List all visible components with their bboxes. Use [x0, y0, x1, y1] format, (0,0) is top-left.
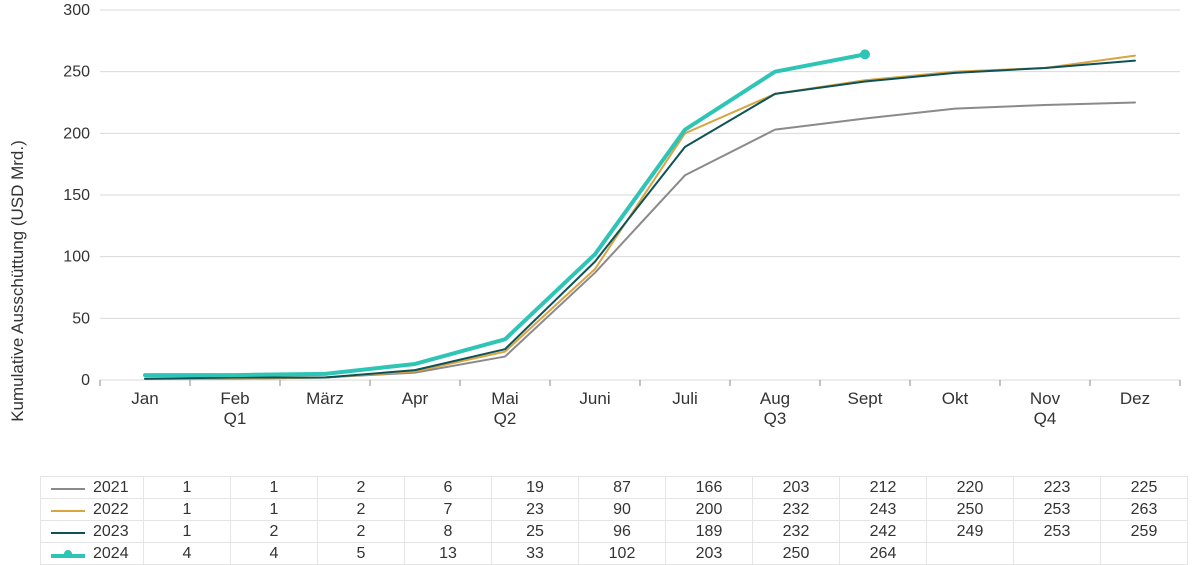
data-cell	[1101, 543, 1188, 565]
data-cell: 1	[231, 499, 318, 521]
data-cell: 4	[144, 543, 231, 565]
data-cell: 5	[318, 543, 405, 565]
data-cell: 232	[753, 521, 840, 543]
data-cell: 25	[492, 521, 579, 543]
data-cell: 203	[753, 477, 840, 499]
data-cell: 263	[1101, 499, 1188, 521]
data-cell: 33	[492, 543, 579, 565]
table-row: 20244451333102203250264	[41, 543, 1188, 565]
data-cell: 203	[666, 543, 753, 565]
data-cell: 102	[579, 543, 666, 565]
chart-container: Kumulative Ausschüttung (USD Mrd.) 05010…	[0, 0, 1200, 561]
x-tick-label: Sept	[848, 389, 883, 408]
data-cell: 166	[666, 477, 753, 499]
y-tick-label: 100	[63, 249, 90, 266]
legend-cell-2023: 2023	[41, 521, 144, 543]
data-cell: 87	[579, 477, 666, 499]
x-tick-sublabel: Q3	[764, 409, 787, 428]
data-cell: 2	[318, 499, 405, 521]
table-row: 202211272390200232243250253263	[41, 499, 1188, 521]
x-tick-label: Okt	[942, 389, 969, 408]
y-tick-label: 50	[72, 310, 90, 327]
x-tick-label: Nov	[1030, 389, 1061, 408]
data-cell: 242	[840, 521, 927, 543]
data-cell: 189	[666, 521, 753, 543]
data-cell: 23	[492, 499, 579, 521]
x-tick-label: Mai	[491, 389, 518, 408]
data-cell	[927, 543, 1014, 565]
data-cell: 264	[840, 543, 927, 565]
data-cell: 253	[1014, 521, 1101, 543]
data-cell: 6	[405, 477, 492, 499]
x-tick-sublabel: Q4	[1034, 409, 1057, 428]
data-cell: 7	[405, 499, 492, 521]
y-tick-label: 0	[81, 372, 90, 389]
line-chart: 0 50 100 150 200 250 300 Jan FebQ1 März Apr MaiQ2 Ju…	[40, 0, 1200, 430]
x-tick-label: Juni	[579, 389, 610, 408]
data-cell: 200	[666, 499, 753, 521]
legend-data-table: 2021112619871662032122202232252022112723…	[40, 476, 1188, 565]
table-row: 202111261987166203212220223225	[41, 477, 1188, 499]
x-tick-label: Juli	[672, 389, 698, 408]
data-cell	[1014, 543, 1101, 565]
data-cell: 13	[405, 543, 492, 565]
data-cell: 96	[579, 521, 666, 543]
data-cell: 1	[144, 499, 231, 521]
data-cell: 243	[840, 499, 927, 521]
data-cell: 220	[927, 477, 1014, 499]
x-tick-label: Aug	[760, 389, 790, 408]
x-tick-label: März	[306, 389, 344, 408]
series-end-marker-2024	[860, 49, 870, 59]
data-cell: 232	[753, 499, 840, 521]
data-cell: 2	[318, 477, 405, 499]
data-cell: 250	[927, 499, 1014, 521]
y-tick-label: 250	[63, 64, 90, 81]
legend-cell-2021: 2021	[41, 477, 144, 499]
x-tick-sublabel: Q1	[224, 409, 247, 428]
data-cell: 19	[492, 477, 579, 499]
legend-label: 2022	[93, 501, 129, 519]
series-line-2021	[145, 103, 1135, 379]
data-cell: 90	[579, 499, 666, 521]
x-tick-label: Apr	[402, 389, 429, 408]
table-row: 202312282596189232242249253259	[41, 521, 1188, 543]
y-tick-label: 300	[63, 2, 90, 19]
data-cell: 223	[1014, 477, 1101, 499]
x-tick-label: Feb	[220, 389, 249, 408]
y-tick-label: 200	[63, 125, 90, 142]
legend-label: 2023	[93, 523, 129, 541]
legend-label: 2021	[93, 479, 129, 497]
data-cell: 1	[144, 521, 231, 543]
data-cell: 253	[1014, 499, 1101, 521]
data-cell: 8	[405, 521, 492, 543]
legend-cell-2024: 2024	[41, 543, 144, 565]
x-tick-label: Dez	[1120, 389, 1150, 408]
data-cell: 1	[144, 477, 231, 499]
y-axis-label: Kumulative Ausschüttung (USD Mrd.)	[8, 0, 28, 561]
x-tick-label: Jan	[131, 389, 158, 408]
y-tick-label: 150	[63, 187, 90, 204]
series-line-2022	[145, 56, 1135, 379]
legend-label: 2024	[93, 545, 129, 563]
data-cell: 2	[318, 521, 405, 543]
data-cell: 2	[231, 521, 318, 543]
data-cell: 259	[1101, 521, 1188, 543]
data-cell: 225	[1101, 477, 1188, 499]
data-cell: 249	[927, 521, 1014, 543]
data-cell: 250	[753, 543, 840, 565]
data-cell: 4	[231, 543, 318, 565]
legend-cell-2022: 2022	[41, 499, 144, 521]
data-cell: 212	[840, 477, 927, 499]
x-tick-sublabel: Q2	[494, 409, 517, 428]
data-cell: 1	[231, 477, 318, 499]
